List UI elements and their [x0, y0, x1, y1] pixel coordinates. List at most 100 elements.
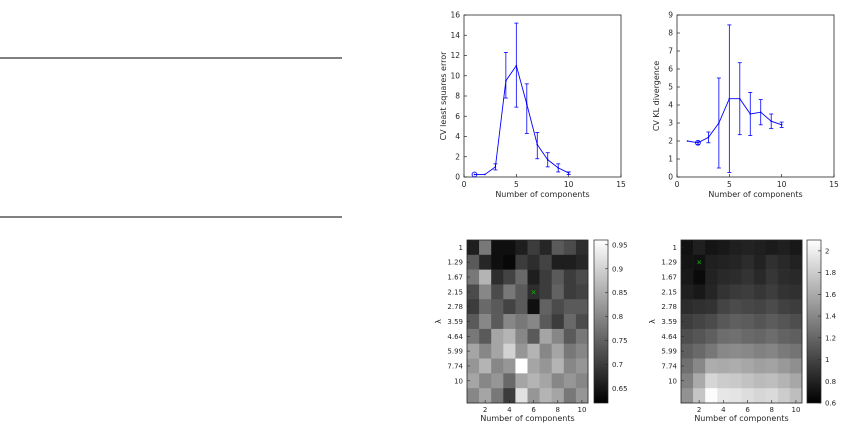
heatmap-cell — [753, 358, 766, 374]
y-tick-label: 12 — [450, 51, 460, 60]
heatmap-cell — [551, 284, 565, 300]
data-point — [718, 122, 720, 124]
colorbar-tick-label: 1.4 — [825, 313, 837, 321]
colorbar — [593, 239, 609, 404]
heatmap-cell — [563, 284, 577, 300]
x-tick-label: 10 — [777, 180, 787, 189]
heatmap-cell — [681, 328, 694, 345]
colorbar-tick-label: 0.95 — [612, 241, 628, 249]
heatmap-cell — [705, 328, 718, 345]
heatmap-cell — [575, 388, 589, 404]
heatmap-cell — [693, 388, 706, 404]
heatmap-cell — [491, 284, 504, 300]
heatmap-cell — [729, 358, 742, 374]
colorbar-tick-label: 1.2 — [825, 334, 836, 342]
colorbar-tick-label: 0.9 — [612, 265, 623, 273]
heatmap-cell — [765, 358, 779, 374]
heatmap-cell — [563, 269, 577, 285]
data-point — [728, 97, 731, 100]
heatmap-cell — [765, 269, 779, 285]
y-tick-label: 1 — [673, 244, 677, 252]
heatmap-cell — [491, 343, 504, 359]
y-axis-label: λ — [434, 319, 443, 324]
heatmap-cell — [515, 240, 528, 256]
heatmap-cell — [527, 373, 540, 389]
data-point — [707, 136, 710, 139]
heatmap-cell — [705, 240, 718, 256]
heatmap-cell — [539, 284, 552, 300]
data-point — [686, 140, 689, 142]
heatmap-cell — [753, 314, 766, 330]
colorbar-tick-label: 0.8 — [825, 378, 836, 386]
heatmap-plot-right: 1 1.29 1.67 2.15 2.78 3.59 4.64 5.99 7.74 10 2 4 6 8 1… — [648, 239, 837, 423]
best-model-marker — [695, 139, 701, 146]
heatmap-cell — [479, 388, 492, 404]
data-point — [494, 166, 497, 168]
y-tick-label: 6 — [668, 65, 673, 74]
x-tick-label: 10 — [577, 406, 586, 414]
heatmap-cell — [503, 328, 516, 345]
y-tick-label: 3.59 — [661, 318, 677, 326]
heatmap-cell — [551, 240, 565, 256]
y-tick-label: 2 — [455, 152, 460, 161]
heatmap-cell — [681, 373, 694, 389]
heatmap-cell — [705, 284, 718, 300]
heatmap-cell — [753, 269, 766, 285]
data-point — [770, 120, 772, 122]
heatmap-cell — [717, 358, 730, 374]
heatmap-cell — [765, 240, 779, 256]
colorbar-tick-label: 1.6 — [825, 291, 837, 299]
heatmap-cell — [539, 358, 552, 374]
cv-kl-divergence-plot: 0 5 10 15 0 1 2 3 4 5 6 7 8 9 Number of components CV K… — [652, 11, 839, 200]
heatmap-cell — [753, 284, 766, 300]
heatmap-cell — [575, 284, 589, 300]
heatmap-cell — [717, 269, 730, 285]
y-tick-label: 10 — [450, 71, 460, 80]
heatmap-cell — [705, 254, 718, 270]
heatmap-cell — [729, 388, 742, 404]
heatmap-cell — [693, 284, 706, 300]
colorbar-tick-label: 0.7 — [612, 361, 623, 369]
heatmap-cell — [515, 314, 528, 330]
heatmap-cell — [777, 284, 791, 300]
heatmap-cell — [563, 314, 577, 330]
heatmap-cell — [467, 284, 480, 300]
heatmap-cell — [789, 254, 803, 270]
heatmap-cell — [479, 284, 492, 300]
data-point — [697, 142, 699, 144]
colorbar-tick-label: 0.75 — [612, 337, 628, 345]
heatmap-cell — [527, 254, 540, 270]
heatmap-cell — [551, 373, 565, 389]
heatmap-cell — [515, 373, 528, 389]
series-line — [687, 98, 782, 144]
heatmap-cell — [515, 254, 528, 270]
heatmap-cell — [765, 328, 779, 345]
heatmap-cell — [527, 328, 540, 345]
heatmap-cell — [789, 284, 803, 300]
heatmap-cell — [681, 388, 694, 404]
x-tick-label: 10 — [791, 406, 800, 414]
heatmap-cell — [503, 254, 516, 270]
x-tick-label: 6 — [745, 406, 750, 414]
heatmap-cell — [467, 388, 480, 404]
data-point — [739, 97, 741, 100]
heatmap-cell — [527, 299, 540, 315]
heatmap-cell — [503, 388, 516, 404]
heatmap-cell — [729, 299, 742, 315]
heatmap-cell — [527, 284, 540, 300]
heatmap-cell — [575, 269, 589, 285]
data-point — [505, 80, 507, 82]
colorbar-tick-label: 2 — [825, 247, 829, 255]
heatmap-cell — [479, 299, 492, 315]
heatmap-cell — [563, 254, 577, 270]
heatmap-cell — [515, 284, 528, 300]
heatmap-cell — [491, 358, 504, 374]
x-axis-label: Number of components — [480, 414, 574, 423]
heatmap-cell — [777, 328, 791, 345]
colorbar-tick-label: 1.8 — [825, 269, 836, 277]
heatmap-cell — [741, 299, 754, 315]
colorbar-tick-label: 0.85 — [612, 289, 628, 297]
heatmap-cell — [789, 373, 803, 389]
heatmap-cell — [539, 299, 552, 315]
x-tick-label: 8 — [556, 406, 560, 414]
